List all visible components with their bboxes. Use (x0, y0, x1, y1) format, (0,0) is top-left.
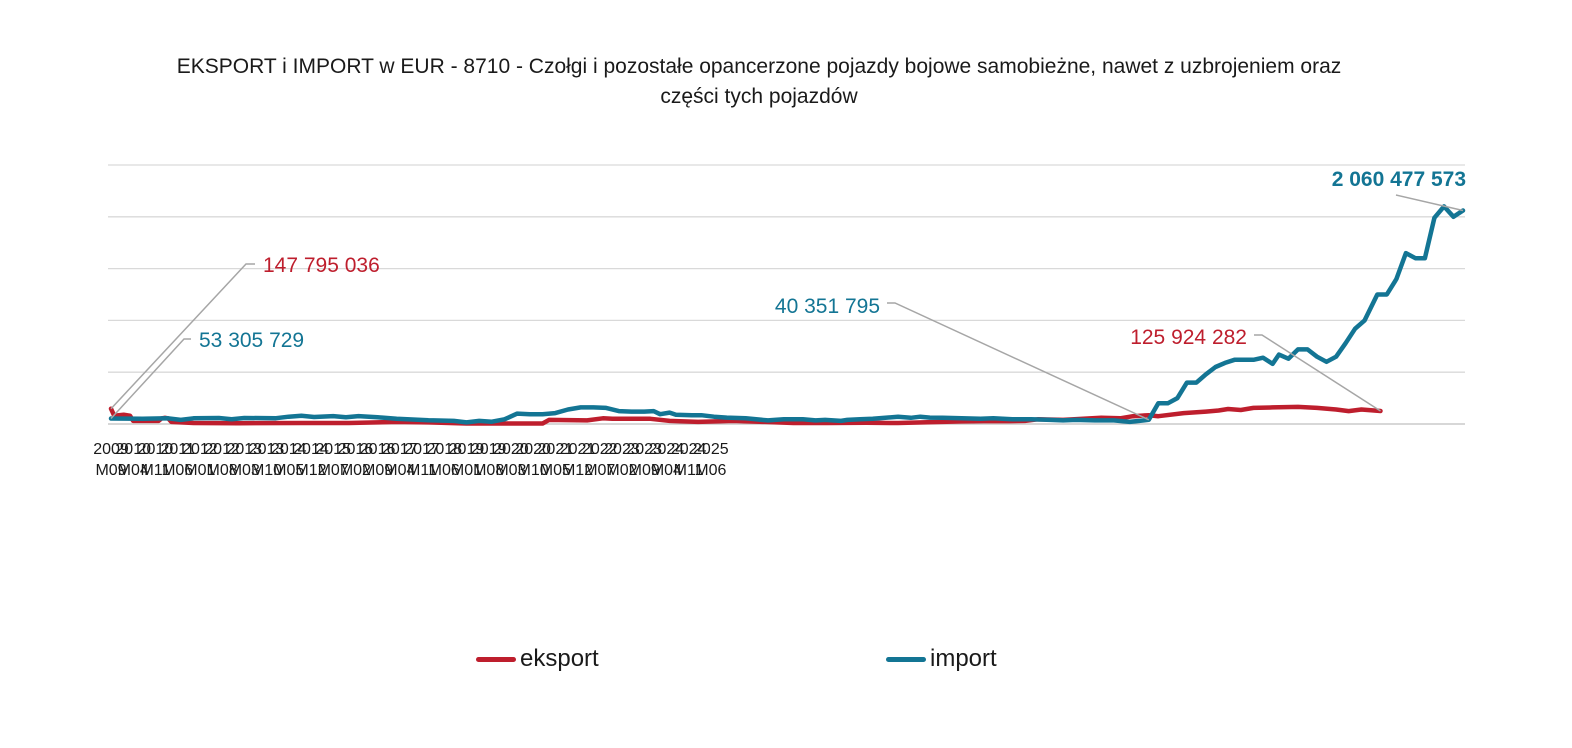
annotation-leader-line (110, 263, 255, 410)
legend-label-eksport: eksport (520, 645, 599, 672)
x-tick-label-year: 2013 (226, 441, 262, 458)
x-tick-label-year: 2012 (204, 441, 240, 458)
data-label-import: 53 305 729 (199, 329, 304, 352)
annotation-leader-line (887, 302, 1150, 421)
x-tick-label-year: 2016 (360, 441, 396, 458)
legend-item-import: import (886, 644, 997, 674)
x-tick-label-year: 2018 (426, 441, 462, 458)
data-label-eksport: 147 795 036 (263, 254, 380, 277)
x-tick-label-year: 2017 (382, 441, 418, 458)
x-tick-label-year: 2025 (693, 441, 729, 458)
annotation-leader-line (1254, 334, 1381, 412)
x-tick-label-year: 2020 (493, 441, 529, 458)
x-tick-label-month: M05 (273, 462, 304, 479)
x-tick-label-month: M06 (162, 462, 193, 479)
data-label-eksport: 125 924 282 (1130, 326, 1247, 349)
x-tick-label-year: 2011 (160, 441, 195, 458)
x-tick-label-year: 2019 (471, 441, 507, 458)
x-tick-label-month: M02 (606, 462, 637, 479)
x-tick-label-month: M11 (674, 462, 704, 479)
legend-item-eksport: eksport (476, 644, 599, 674)
data-label-import: 40 351 795 (775, 295, 880, 318)
x-tick-label-year: 2014 (293, 441, 329, 458)
x-tick-label-month: M04 (384, 462, 415, 479)
chart-title: EKSPORT i IMPORT w EUR - 8710 - Czołgi i… (0, 52, 1518, 112)
data-annotations: 147 795 036 53 305 729 40 351 795 125 924 2… (199, 168, 1466, 352)
x-tick-label-year: 2024 (671, 441, 707, 458)
series-line-import (108, 204, 1466, 425)
x-tick-label-month: M04 (118, 462, 149, 479)
import-swatch-icon (886, 656, 926, 662)
x-tick-label-year: 2023 (604, 441, 640, 458)
data-label-import: 2 060 477 573 (1332, 168, 1466, 191)
annotation-leader-line (110, 338, 191, 420)
x-tick-label-year: 2021 (560, 441, 596, 458)
x-tick-label-month: M07 (318, 462, 349, 479)
x-tick-label-year: 2020 (515, 441, 551, 458)
x-tick-label-year: 2021 (538, 441, 574, 458)
x-axis-tick-labels: 2009 M09 2010 M04 2010 M11 2011 M06 2012 M01 2012 M… (93, 441, 729, 479)
x-tick-label-month: M07 (584, 462, 615, 479)
annotation-leaders (110, 194, 1464, 421)
x-tick-label-month: M06 (429, 462, 460, 479)
line-chart: 2009 M09 2010 M04 2010 M11 2011 M06 2012 M01 2012 M… (93, 164, 1466, 479)
chart-title-line-2: części tych pojazdów (660, 85, 858, 108)
x-tick-label-year: 2022 (582, 441, 618, 458)
x-tick-label-month: M03 (495, 462, 526, 479)
x-tick-label-month: M09 (362, 462, 393, 479)
x-tick-label-month: M04 (651, 462, 682, 479)
x-tick-label-year: 2014 (271, 441, 307, 458)
x-tick-label-year: 2023 (626, 441, 662, 458)
x-tick-label-month: M06 (695, 462, 726, 479)
x-tick-label-month: M08 (473, 462, 504, 479)
series-lines (108, 204, 1466, 426)
x-tick-label-month: M11 (140, 462, 170, 479)
x-tick-label-year: 2009 (93, 441, 129, 458)
x-tick-label-month: M10 (518, 462, 549, 479)
x-tick-label-month: M12 (295, 462, 326, 479)
x-tick-label-month: M01 (184, 462, 215, 479)
x-tick-label-year: 2024 (649, 441, 685, 458)
x-tick-label-year: 2016 (338, 441, 374, 458)
x-tick-label-month: M11 (407, 462, 437, 479)
series-line-eksport (108, 404, 1383, 426)
eksport-swatch-icon (476, 656, 516, 662)
x-tick-label-month: M08 (207, 462, 238, 479)
x-tick-label-month: M03 (229, 462, 260, 479)
x-tick-label-year: 2010 (115, 441, 151, 458)
legend-label-import: import (930, 645, 997, 672)
x-tick-label-year: 2015 (315, 441, 351, 458)
x-tick-label-month: M05 (540, 462, 571, 479)
x-tick-label-month: M02 (340, 462, 371, 479)
x-tick-label-month: M09 (95, 462, 126, 479)
x-tick-label-month: M10 (251, 462, 282, 479)
x-tick-label-year: 2012 (182, 441, 218, 458)
x-tick-label-month: M01 (451, 462, 482, 479)
x-tick-label-year: 2019 (449, 441, 485, 458)
x-tick-label-month: M09 (629, 462, 660, 479)
chart-title-line-1: EKSPORT i IMPORT w EUR - 8710 - Czołgi i… (176, 55, 1342, 78)
x-tick-label-month: M12 (562, 462, 593, 479)
x-tick-label-year: 2013 (249, 441, 285, 458)
annotation-leader-line (1395, 194, 1464, 212)
x-tick-label-year: 2017 (404, 441, 440, 458)
x-tick-label-year: 2010 (138, 441, 174, 458)
